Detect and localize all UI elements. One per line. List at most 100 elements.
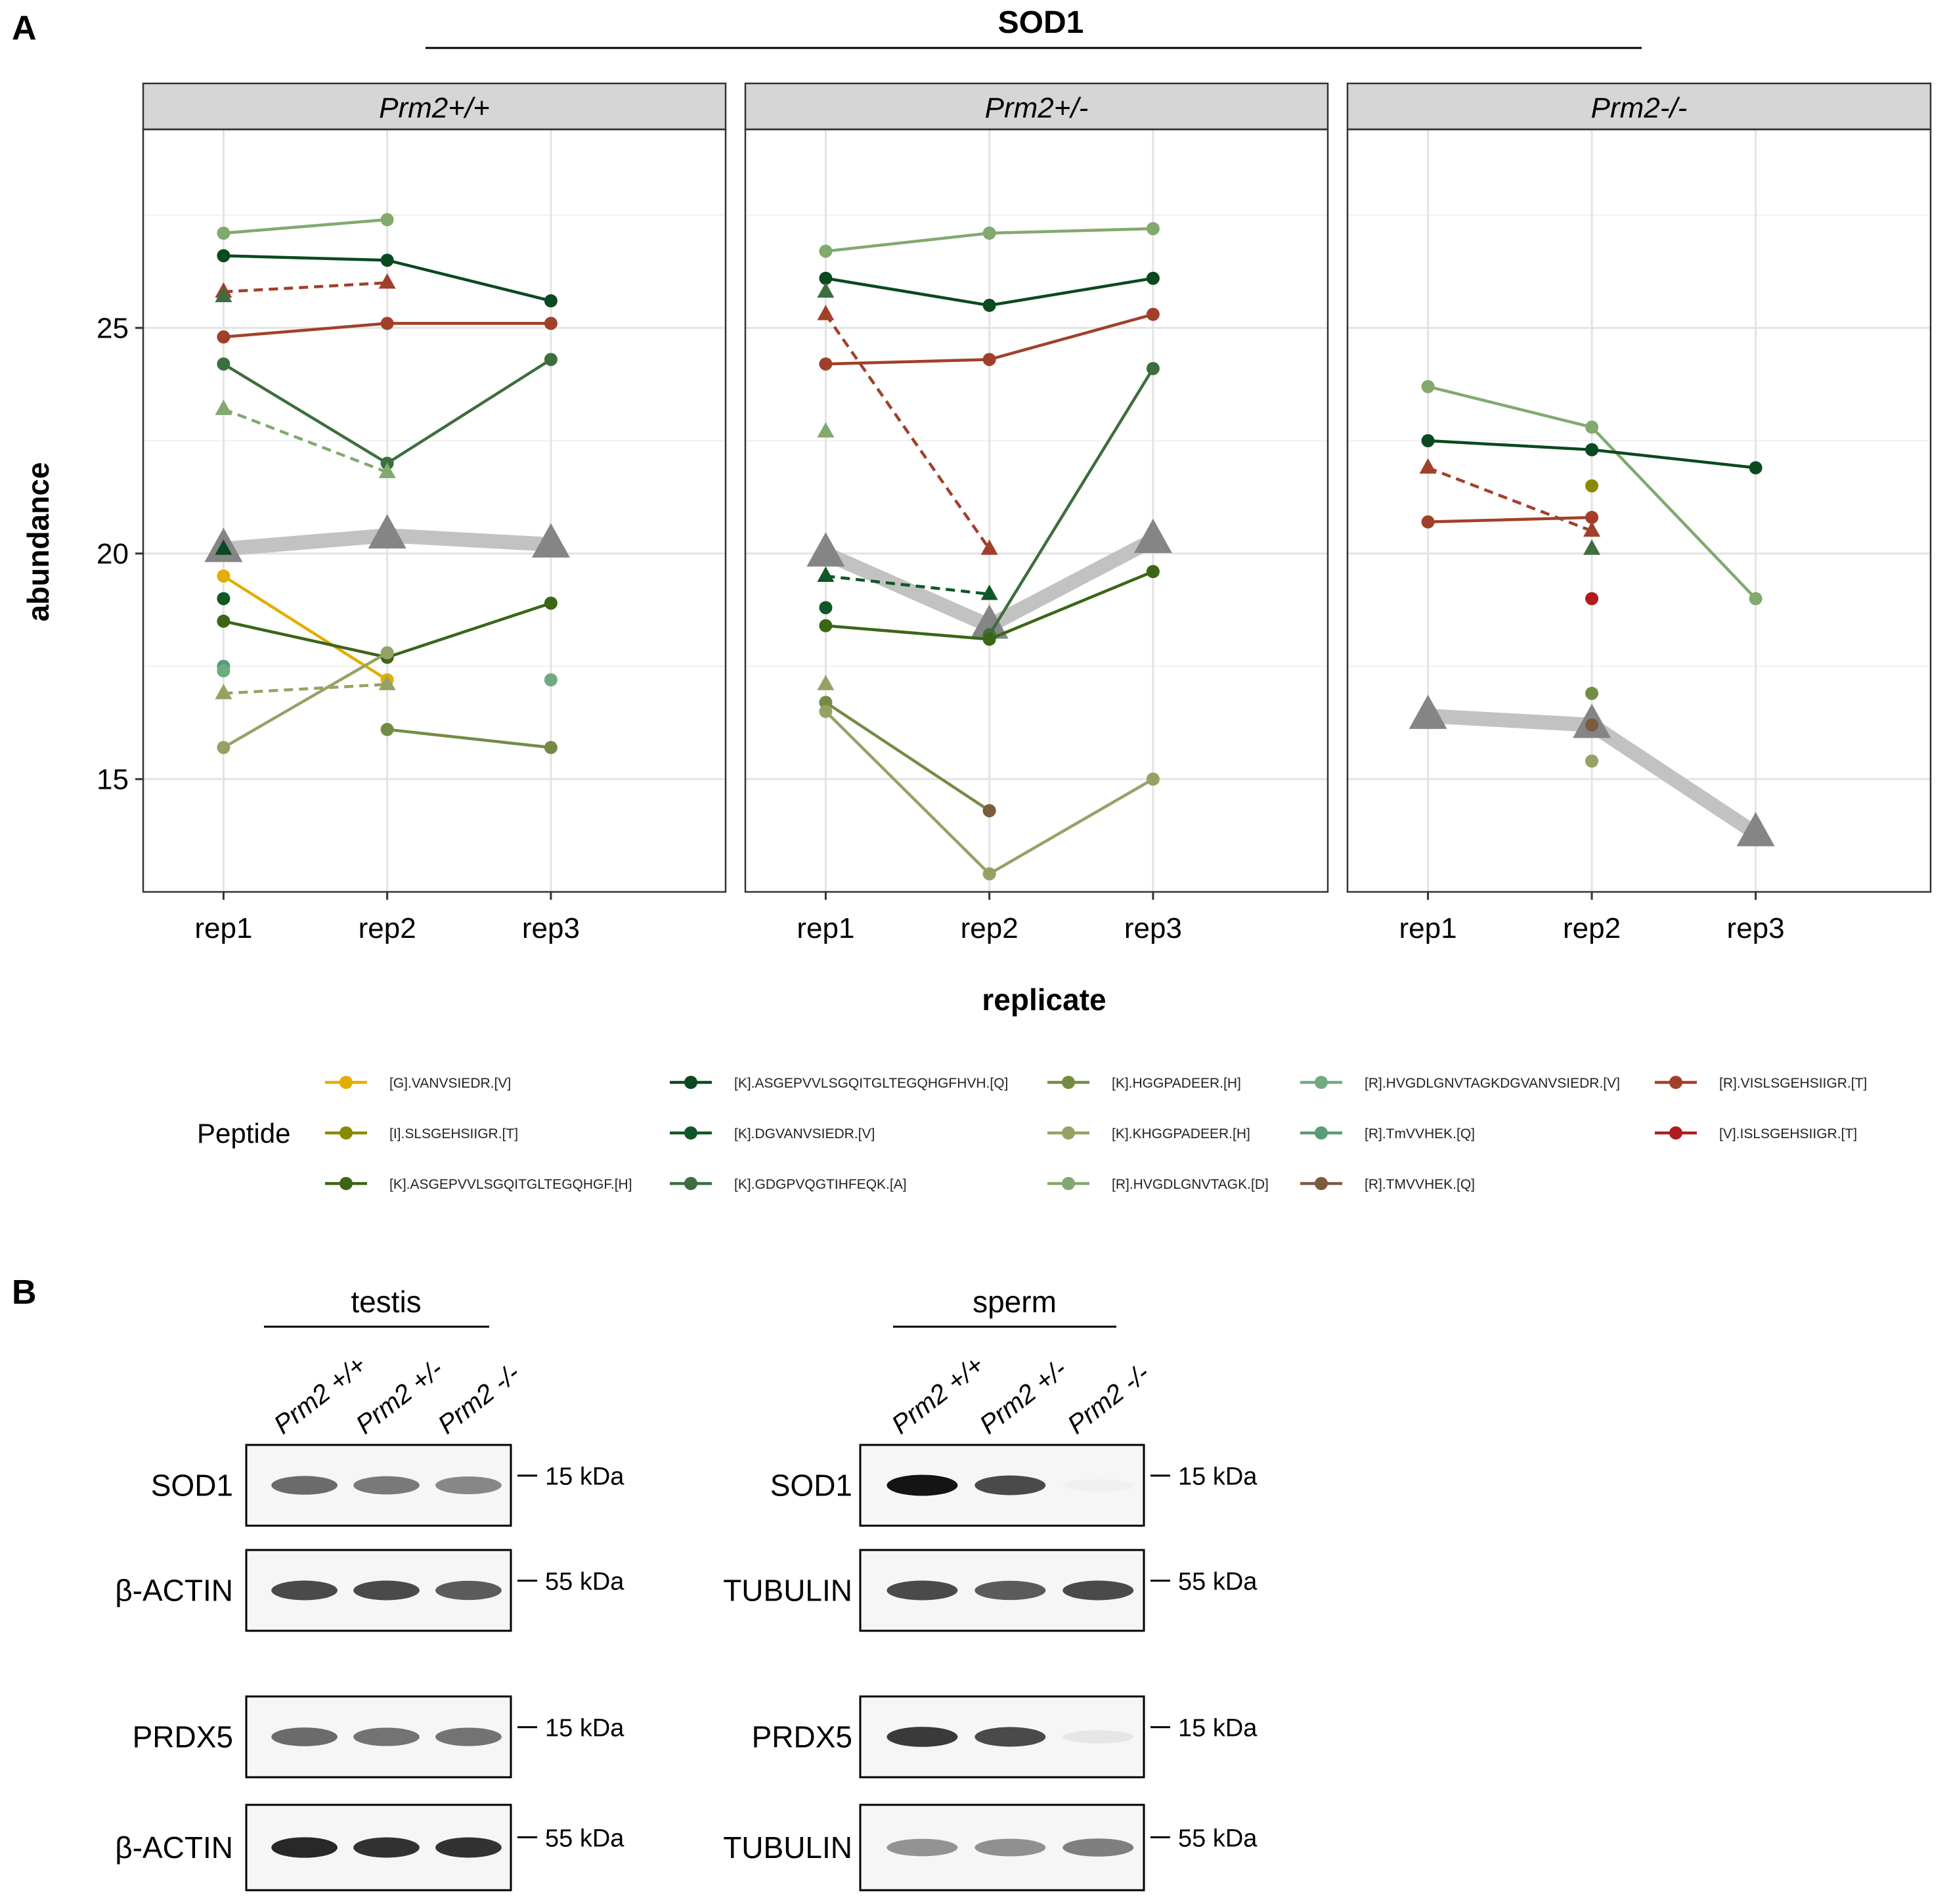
kda-label: 55 kDa	[545, 1568, 624, 1596]
data-point	[1146, 222, 1160, 236]
legend-label: [K].ASGEPVVLSGQITGLTEGQHGF.[H]	[389, 1177, 632, 1192]
protein-mean-marker	[531, 523, 570, 558]
kda-label: 15 kDa	[1178, 1715, 1258, 1742]
x-tick-label: rep1	[797, 912, 854, 944]
data-point	[544, 741, 558, 755]
protein-mean-marker	[1133, 518, 1172, 553]
data-point	[982, 227, 996, 240]
legend-item: [R].VISLSGEHSIIGR.[T]	[1655, 1076, 1867, 1091]
data-point	[819, 244, 833, 258]
legend-label: [R].VISLSGEHSIIGR.[T]	[1719, 1076, 1867, 1091]
protein-band	[271, 1476, 338, 1495]
facet-2: Prm2+/- rep1 rep2 rep3	[744, 82, 1329, 944]
facet-border	[744, 128, 1329, 893]
x-tick-label: rep2	[359, 912, 416, 944]
facet-border	[142, 128, 727, 893]
data-point	[380, 646, 394, 659]
blot-sod1: SOD1 15 kDa	[151, 1444, 624, 1527]
blot-label: TUBULIN	[723, 1574, 852, 1608]
data-point-triangle	[1583, 521, 1601, 537]
lane-label: Prm2 -/-	[433, 1358, 525, 1440]
legend-label: [K].HGGPADEER.[H]	[1112, 1076, 1241, 1091]
facet-label: Prm2+/+	[379, 92, 490, 124]
legend-key-point	[339, 1076, 353, 1089]
data-point-triangle	[980, 539, 998, 555]
y-axis-title: abundance	[21, 462, 55, 622]
data-point	[1585, 510, 1599, 524]
kda-label: 55 kDa	[1178, 1825, 1258, 1852]
data-point	[1585, 754, 1599, 768]
series-line	[387, 728, 552, 749]
data-point	[982, 298, 996, 312]
protein-mean-marker	[970, 604, 1009, 639]
x-tick-label: rep2	[1563, 912, 1621, 944]
kda-label: 15 kDa	[545, 1715, 624, 1742]
blot-label: β-ACTIN	[115, 1574, 233, 1608]
data-point	[1585, 420, 1599, 434]
facet-3: Prm2-/- rep1 rep2 rep3	[1346, 82, 1932, 944]
legend-key-point	[1315, 1177, 1328, 1190]
data-point	[819, 601, 833, 615]
protein-band	[353, 1476, 420, 1495]
facet-label: Prm2-/-	[1591, 92, 1688, 124]
legend-key-point	[339, 1126, 353, 1140]
series-line	[825, 701, 990, 812]
kda-label: 15 kDa	[545, 1463, 624, 1491]
legend-key-point	[1062, 1177, 1075, 1190]
protein-band	[353, 1837, 420, 1858]
legend-key-point	[1669, 1126, 1682, 1140]
data-point-triangle	[817, 305, 835, 321]
data-point	[544, 353, 558, 366]
series-line	[1428, 516, 1592, 523]
data-point-triangle	[817, 282, 835, 298]
legend-label: [R].HVGDLGNVTAGK.[D]	[1112, 1177, 1269, 1192]
data-point	[1585, 443, 1599, 456]
x-tick-label: rep1	[1399, 912, 1457, 944]
protein-band	[435, 1476, 502, 1495]
data-point	[1421, 434, 1435, 448]
protein-band	[1062, 1479, 1134, 1492]
lane-label: Prm2 +/-	[974, 1354, 1072, 1440]
lane-label: Prm2 -/-	[1062, 1358, 1155, 1440]
protein-mean-marker	[368, 514, 406, 549]
protein-band	[353, 1580, 420, 1601]
blot-group-title: testis	[351, 1285, 421, 1319]
chart-title: SOD1	[998, 5, 1084, 40]
data-point-triangle	[378, 462, 396, 478]
data-point	[1421, 380, 1435, 393]
data-point	[217, 227, 230, 240]
legend-item: [K].GDGPVQGTIHFEQK.[A]	[670, 1177, 907, 1192]
data-point-triangle	[817, 422, 835, 438]
legend-item: [G].VANVSIEDR.[V]	[325, 1076, 511, 1091]
protein-band	[974, 1838, 1046, 1857]
facet-background	[1347, 129, 1931, 892]
legend-label: [K].GDGPVQGTIHFEQK.[A]	[734, 1177, 907, 1192]
blot-group-sperm: sperm Prm2 +/+Prm2 +/-Prm2 -/- SOD1 15 kDa T…	[723, 1285, 1258, 1892]
legend-label: [R].TMVVHEK.[Q]	[1365, 1177, 1475, 1192]
data-point	[217, 357, 230, 371]
blot-prdx5: PRDX5 15 kDa	[133, 1695, 624, 1779]
protein-band	[974, 1580, 1046, 1601]
data-point	[380, 317, 394, 330]
legend-label: [R].HVGDLGNVTAGKDGVANVSIEDR.[V]	[1365, 1076, 1620, 1091]
legend-key-point	[684, 1076, 697, 1089]
legend-item: [K].ASGEPVVLSGQITGLTEGQHGF.[H]	[325, 1177, 632, 1192]
facet-border	[1346, 128, 1932, 893]
legend-item: [R].HVGDLGNVTAGKDGVANVSIEDR.[V]	[1300, 1076, 1620, 1091]
legend-label: [G].VANVSIEDR.[V]	[389, 1076, 511, 1091]
legend-key-point	[684, 1126, 697, 1140]
protein-band	[887, 1727, 958, 1747]
series-line	[824, 313, 991, 550]
data-point-triangle	[215, 684, 232, 699]
x-axis-title: replicate	[982, 983, 1106, 1017]
legend-key-point	[339, 1177, 353, 1190]
facet-background	[745, 129, 1328, 892]
protein-band	[435, 1837, 502, 1858]
facet-label: Prm2+/-	[985, 92, 1089, 124]
protein-band	[887, 1580, 958, 1601]
legend-item: [K].DGVANVSIEDR.[V]	[670, 1126, 875, 1141]
data-point-triangle	[378, 273, 396, 289]
legend-key-point	[684, 1177, 697, 1190]
